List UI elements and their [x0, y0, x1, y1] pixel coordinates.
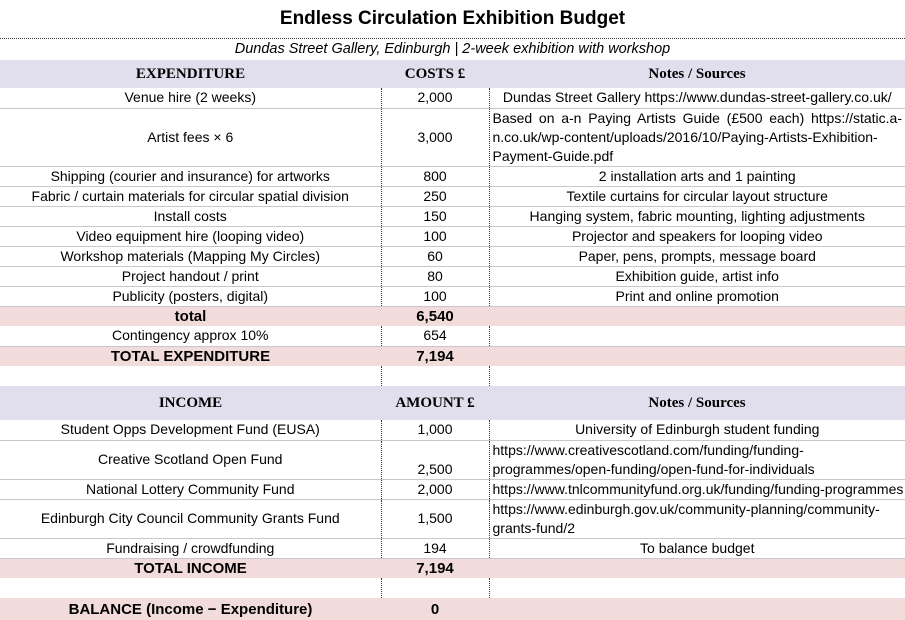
total-income-label[interactable]: TOTAL INCOME [0, 558, 381, 578]
contingency-row: Contingency approx 10% 654 [0, 326, 905, 347]
income-item[interactable]: Creative Scotland Open Fund [0, 440, 382, 480]
total-expenditure-value[interactable]: 7,194 [381, 346, 489, 366]
total-income-value[interactable]: 7,194 [381, 558, 489, 578]
blank-cell[interactable] [381, 366, 490, 386]
income-item[interactable]: National Lottery Community Fund [0, 479, 382, 500]
balance-row: BALANCE (Income − Expenditure) 0 [0, 598, 905, 620]
expense-cost[interactable]: 250 [381, 186, 490, 207]
income-note[interactable]: To balance budget [489, 538, 905, 559]
expense-cost[interactable]: 2,000 [381, 88, 490, 109]
income-item[interactable]: Edinburgh City Council Community Grants … [0, 499, 382, 539]
expense-item[interactable]: Artist fees × 6 [0, 108, 382, 167]
expenditure-row: Fabric / curtain materials for circular … [0, 186, 905, 207]
expense-note[interactable]: Dundas Street Gallery https://www.dundas… [489, 88, 905, 109]
expense-item[interactable]: Fabric / curtain materials for circular … [0, 186, 382, 207]
blank-cell[interactable] [489, 366, 905, 386]
expenditure-row: Publicity (posters, digital) 100 Print and… [0, 286, 905, 307]
expense-item[interactable]: Shipping (courier and insurance) for art… [0, 166, 382, 187]
expense-note[interactable]: Projector and speakers for looping video [489, 226, 905, 247]
income-note[interactable]: https://www.creativescotland.com/funding… [489, 440, 905, 480]
income-amount[interactable]: 1,000 [381, 420, 490, 441]
income-row: Creative Scotland Open Fund 2,500 https://… [0, 440, 905, 480]
blank-cell[interactable] [0, 366, 382, 386]
expense-cost[interactable]: 150 [381, 206, 490, 227]
header-notes[interactable]: Notes / Sources [489, 386, 905, 420]
income-row: Student Opps Development Fund (EUSA) 1,00… [0, 420, 905, 441]
blank-row [0, 366, 905, 386]
balance-note[interactable] [489, 598, 905, 620]
expense-cost[interactable]: 800 [381, 166, 490, 187]
expenditure-row: Artist fees × 6 3,000 Based on a-n Paying … [0, 108, 905, 167]
contingency-value[interactable]: 654 [381, 326, 490, 347]
income-note[interactable]: https://www.tnlcommunityfund.org.uk/fund… [489, 479, 905, 500]
expense-note[interactable]: Print and online promotion [489, 286, 905, 307]
blank-cell[interactable] [381, 578, 490, 598]
expense-cost[interactable]: 80 [381, 266, 490, 287]
expenditure-row: Install costs 150 Hanging system, fabric m… [0, 206, 905, 227]
contingency-label[interactable]: Contingency approx 10% [0, 326, 382, 347]
balance-label[interactable]: BALANCE (Income − Expenditure) [0, 598, 381, 620]
expenditure-row: Workshop materials (Mapping My Circles) 6… [0, 246, 905, 267]
header-income[interactable]: INCOME [0, 386, 381, 420]
expenditure-row: Video equipment hire (looping video) 100 P… [0, 226, 905, 247]
expenditure-header-row: EXPENDITURE COSTS £ Notes / Sources [0, 60, 905, 88]
expense-note[interactable]: Based on a-n Paying Artists Guide (£500 … [489, 108, 905, 167]
total-expenditure-row: TOTAL EXPENDITURE 7,194 [0, 346, 905, 366]
income-item[interactable]: Student Opps Development Fund (EUSA) [0, 420, 382, 441]
income-row: Fundraising / crowdfunding 194 To balance … [0, 538, 905, 559]
expense-item[interactable]: Install costs [0, 206, 382, 227]
sheet-subtitle: Dundas Street Gallery, Edinburgh | 2-wee… [234, 41, 671, 57]
expense-note[interactable]: Paper, pens, prompts, message board [489, 246, 905, 267]
income-item[interactable]: Fundraising / crowdfunding [0, 538, 382, 559]
expense-note[interactable]: Hanging system, fabric mounting, lightin… [489, 206, 905, 227]
blank-cell[interactable] [0, 578, 382, 598]
expense-note[interactable]: Textile curtains for circular layout str… [489, 186, 905, 207]
header-costs[interactable]: COSTS £ [381, 60, 489, 88]
expense-item[interactable]: Venue hire (2 weeks) [0, 88, 382, 109]
expenditure-row: Venue hire (2 weeks) 2,000 Dundas Street G… [0, 88, 905, 109]
expense-item[interactable]: Workshop materials (Mapping My Circles) [0, 246, 382, 267]
budget-table: EXPENDITURE COSTS £ Notes / Sources Venue h… [0, 60, 905, 620]
income-amount[interactable]: 194 [381, 538, 490, 559]
income-note[interactable]: https://www.edinburgh.gov.uk/community-p… [489, 499, 905, 539]
expense-item[interactable]: Project handout / print [0, 266, 382, 287]
expense-note[interactable]: Exhibition guide, artist info [489, 266, 905, 287]
blank-row [0, 578, 905, 598]
balance-value[interactable]: 0 [381, 598, 489, 620]
income-amount[interactable]: 2,500 [381, 440, 490, 480]
sheet-title: Endless Circulation Exhibition Budget [0, 0, 905, 39]
income-note[interactable]: University of Edinburgh student funding [489, 420, 905, 441]
expense-cost[interactable]: 3,000 [381, 108, 490, 167]
blank-cell[interactable] [489, 578, 905, 598]
expenditure-row: Project handout / print 80 Exhibition guid… [0, 266, 905, 287]
expense-cost[interactable]: 100 [381, 226, 490, 247]
income-row: National Lottery Community Fund 2,000 http… [0, 479, 905, 500]
expense-cost[interactable]: 100 [381, 286, 490, 307]
total-income-row: TOTAL INCOME 7,194 [0, 558, 905, 578]
subtotal-label[interactable]: total [0, 306, 381, 326]
subtotal-row: total 6,540 [0, 306, 905, 326]
contingency-note[interactable] [489, 326, 905, 347]
total-expenditure-label[interactable]: TOTAL EXPENDITURE [0, 346, 381, 366]
income-amount[interactable]: 1,500 [381, 499, 490, 539]
subtotal-note[interactable] [489, 306, 905, 326]
income-amount[interactable]: 2,000 [381, 479, 490, 500]
expense-item[interactable]: Publicity (posters, digital) [0, 286, 382, 307]
expense-note[interactable]: 2 installation arts and 1 painting [489, 166, 905, 187]
total-income-note[interactable] [489, 558, 905, 578]
subtotal-value[interactable]: 6,540 [381, 306, 489, 326]
expense-cost[interactable]: 60 [381, 246, 490, 267]
header-amount[interactable]: AMOUNT £ [381, 386, 489, 420]
income-row: Edinburgh City Council Community Grants … [0, 499, 905, 539]
income-header-row: INCOME AMOUNT £ Notes / Sources [0, 386, 905, 420]
expense-item[interactable]: Video equipment hire (looping video) [0, 226, 382, 247]
header-notes[interactable]: Notes / Sources [489, 60, 905, 88]
total-expenditure-note[interactable] [489, 346, 905, 366]
expenditure-row: Shipping (courier and insurance) for art… [0, 166, 905, 187]
header-expenditure[interactable]: EXPENDITURE [0, 60, 381, 88]
